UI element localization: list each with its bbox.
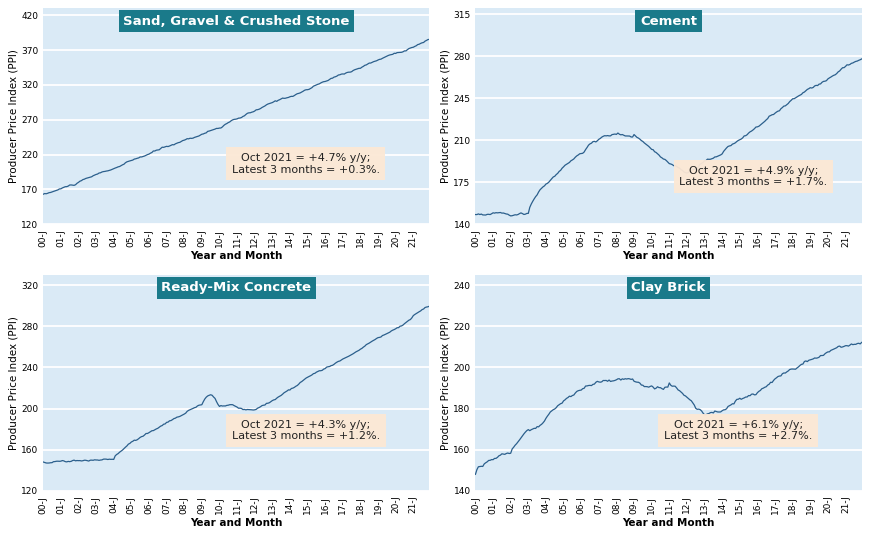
Text: Cement: Cement — [640, 15, 696, 28]
Text: Oct 2021 = +4.7% y/y;
Latest 3 months = +0.3%.: Oct 2021 = +4.7% y/y; Latest 3 months = … — [231, 153, 380, 175]
Text: Oct 2021 = +6.1% y/y;
Latest 3 months = +2.7%.: Oct 2021 = +6.1% y/y; Latest 3 months = … — [663, 420, 812, 441]
Y-axis label: Producer Price Index (PPI): Producer Price Index (PPI) — [9, 49, 18, 183]
Text: Oct 2021 = +4.3% y/y;
Latest 3 months = +1.2%.: Oct 2021 = +4.3% y/y; Latest 3 months = … — [231, 420, 380, 441]
Y-axis label: Producer Price Index (PPI): Producer Price Index (PPI) — [440, 49, 450, 183]
Text: Sand, Gravel & Crushed Stone: Sand, Gravel & Crushed Stone — [123, 15, 349, 28]
X-axis label: Year and Month: Year and Month — [190, 518, 282, 527]
Text: Ready-Mix Concrete: Ready-Mix Concrete — [161, 281, 311, 294]
Y-axis label: Producer Price Index (PPI): Producer Price Index (PPI) — [9, 316, 18, 450]
X-axis label: Year and Month: Year and Month — [621, 251, 714, 261]
Text: Oct 2021 = +4.9% y/y;
Latest 3 months = +1.7%.: Oct 2021 = +4.9% y/y; Latest 3 months = … — [679, 166, 826, 188]
Text: Clay Brick: Clay Brick — [631, 281, 705, 294]
X-axis label: Year and Month: Year and Month — [190, 251, 282, 261]
Y-axis label: Producer Price Index (PPI): Producer Price Index (PPI) — [440, 316, 450, 450]
X-axis label: Year and Month: Year and Month — [621, 518, 714, 527]
